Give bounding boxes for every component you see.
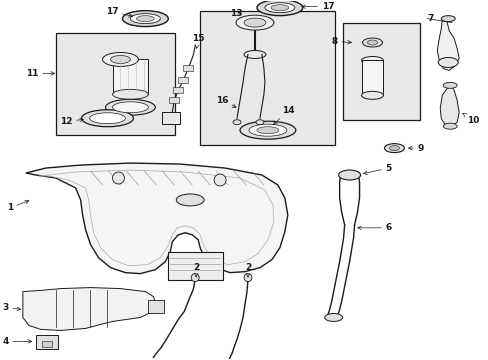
Ellipse shape [324,314,342,321]
Bar [342,23,420,120]
Ellipse shape [233,120,241,125]
Ellipse shape [176,194,203,206]
Text: 2: 2 [244,263,251,277]
Circle shape [214,174,225,186]
Ellipse shape [388,146,399,150]
Ellipse shape [440,15,454,22]
Ellipse shape [442,82,456,88]
Polygon shape [439,85,458,126]
Text: 7: 7 [427,14,433,23]
Ellipse shape [136,15,154,22]
Ellipse shape [367,40,377,45]
Polygon shape [23,288,156,330]
Bar [169,97,179,103]
Text: 4: 4 [2,337,32,346]
Ellipse shape [112,89,148,99]
Ellipse shape [264,3,294,13]
Text: 15: 15 [191,34,204,48]
Ellipse shape [362,38,382,47]
Bar [361,60,383,95]
Ellipse shape [102,53,138,67]
Bar [183,66,193,71]
Bar [41,341,52,347]
Text: 12: 12 [60,117,83,126]
Ellipse shape [122,11,168,27]
Bar [173,87,183,93]
Ellipse shape [442,123,456,129]
Text: 1: 1 [7,200,29,212]
Text: 8: 8 [331,37,351,46]
Ellipse shape [89,113,125,124]
Bar [36,336,58,349]
Ellipse shape [236,15,273,30]
Ellipse shape [105,99,155,115]
Ellipse shape [361,57,383,64]
Text: 14: 14 [273,106,294,125]
Text: 3: 3 [2,303,20,312]
Circle shape [244,274,251,282]
Text: 17: 17 [301,2,334,11]
Bar [162,112,180,124]
Polygon shape [436,19,458,71]
Ellipse shape [437,58,457,67]
Ellipse shape [248,124,286,136]
Circle shape [112,172,124,184]
Text: 2: 2 [193,263,199,277]
Ellipse shape [240,121,295,139]
Text: 10: 10 [462,113,479,125]
Text: 13: 13 [229,9,242,18]
Ellipse shape [384,144,404,153]
Text: 6: 6 [357,223,391,232]
Ellipse shape [255,120,264,125]
Ellipse shape [110,55,130,63]
Ellipse shape [256,127,278,134]
Ellipse shape [338,170,360,180]
Text: 17: 17 [105,7,132,17]
Bar [200,11,334,145]
Bar [148,300,164,314]
Ellipse shape [361,91,383,99]
Bar [178,77,188,84]
Circle shape [191,274,199,282]
Ellipse shape [112,102,148,113]
Ellipse shape [244,18,265,27]
Bar [112,59,148,94]
Text: 5: 5 [363,163,391,175]
Ellipse shape [270,5,288,11]
Text: 16: 16 [215,96,236,107]
Ellipse shape [81,110,133,127]
Bar [168,252,223,280]
Polygon shape [26,163,287,274]
Ellipse shape [130,14,160,24]
Ellipse shape [244,50,265,58]
Text: 11: 11 [26,69,55,78]
Ellipse shape [256,0,302,15]
Text: 9: 9 [407,144,423,153]
Bar [56,32,175,135]
